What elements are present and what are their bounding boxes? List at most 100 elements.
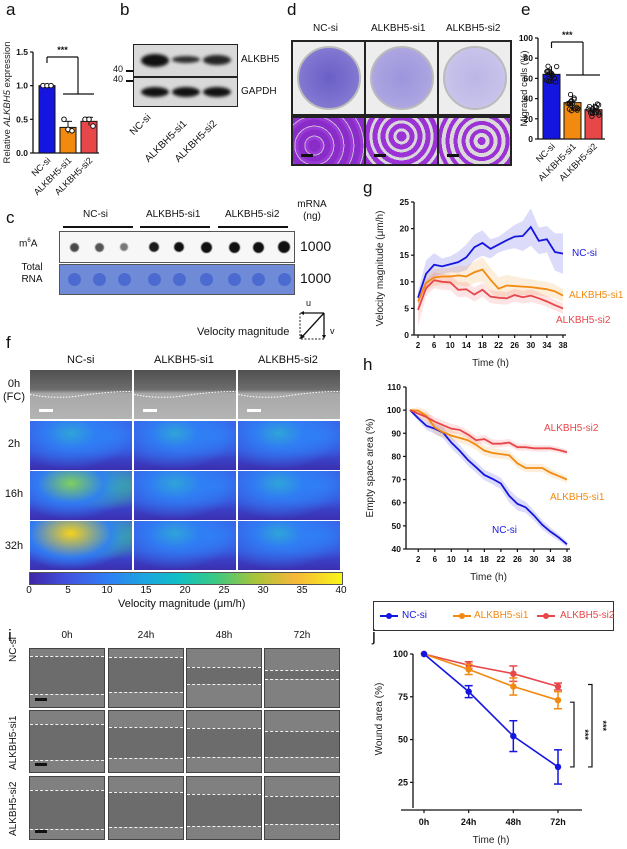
phase-contrast-image	[29, 369, 135, 420]
data-point	[510, 670, 517, 677]
m6a-dot	[252, 241, 264, 253]
x-tick-label: 0h	[419, 817, 430, 827]
rna-dot	[278, 273, 291, 286]
series-label: ALKBH5-si1	[550, 492, 605, 503]
data-point	[574, 107, 580, 113]
wound-edge-line	[187, 683, 261, 685]
data-point	[69, 127, 75, 134]
series-label: NC-si	[572, 248, 597, 259]
significance-label: ***	[598, 720, 608, 731]
wound-image	[264, 710, 340, 773]
wound-edge-line	[187, 794, 261, 796]
data-point	[545, 63, 551, 69]
y-tick-label: 5	[404, 303, 409, 313]
marker-label: 40	[113, 64, 124, 74]
row-label: 32h	[4, 540, 24, 552]
data-point	[510, 683, 517, 690]
y-tick-label: 60	[524, 73, 534, 83]
total-rna-line1: Total	[21, 262, 43, 273]
wound-gap	[30, 723, 104, 761]
colorbar-label: Velocity magnitude (μm/h)	[118, 598, 246, 610]
panel-label-b: b	[120, 0, 130, 19]
timepoint-label: 24h	[137, 630, 155, 641]
scale-bar	[35, 830, 47, 833]
rna-dot	[118, 273, 131, 286]
protein-label-alkbh5: ALKBH5	[241, 54, 280, 65]
wound-gap	[265, 730, 339, 757]
panel-label-d: d	[287, 0, 297, 19]
y-tick-label: 50	[398, 735, 408, 745]
row-label: 16h	[4, 488, 24, 500]
data-point	[569, 101, 576, 107]
blot-alkbh5	[133, 44, 238, 77]
x-tick-label: 22	[494, 341, 503, 350]
bar	[38, 85, 56, 154]
data-point	[86, 116, 92, 123]
column-header: NC-si	[67, 354, 95, 366]
row-label: 0h (FC)	[0, 378, 28, 404]
data-point	[574, 104, 580, 110]
group-bracket	[63, 226, 133, 228]
series-line	[423, 653, 559, 688]
wound-image	[108, 710, 184, 773]
significance-label: ***	[562, 30, 573, 40]
panel-label-g: g	[363, 178, 373, 197]
data-point	[568, 98, 575, 104]
y-tick-label: 0	[404, 330, 409, 340]
data-point	[465, 688, 472, 695]
data-point	[568, 108, 575, 114]
series-line	[409, 409, 568, 454]
x-tick-label: 34	[546, 555, 555, 564]
x-tick-label: 2	[416, 341, 421, 350]
rna-dot	[68, 273, 81, 286]
amount-label: 1000	[300, 270, 332, 286]
m6a-a: A	[30, 238, 38, 250]
wound-edge-line	[265, 679, 339, 680]
rna-dot	[228, 273, 241, 286]
row-label: 2h	[7, 438, 21, 450]
legend-label: ALKBH5-si1	[474, 610, 529, 621]
wound-image	[108, 648, 184, 708]
m6a-membrane	[59, 231, 295, 263]
column-header: ALKBH5-si1	[154, 354, 214, 366]
wound-gap	[30, 789, 104, 830]
panel-label-c: c	[6, 208, 15, 227]
data-point	[590, 105, 596, 112]
mrna-header-line2: (ng)	[303, 211, 321, 222]
legend-j: NC-si ALKBH5-si1 ALKBH5-si2	[373, 601, 614, 631]
wound-image	[29, 710, 105, 773]
y-tick-label: 110	[387, 382, 401, 392]
y-tick-label: 100	[387, 405, 401, 415]
colorbar	[29, 572, 343, 585]
wound-edge-line	[109, 692, 183, 694]
x-axis-label: Time (h)	[473, 835, 510, 846]
panel-label-j: j	[372, 626, 376, 645]
wound-gap	[109, 657, 183, 693]
confidence-band	[410, 408, 567, 456]
wound-edge-line	[265, 730, 339, 732]
wound-edge-line	[30, 789, 104, 791]
x-tick-label: 30	[529, 555, 538, 564]
velocity-map	[133, 470, 237, 521]
rna-dot	[252, 273, 265, 286]
series-label: ALKBH5-si2	[556, 315, 611, 326]
well-image	[437, 40, 512, 116]
colorbar-tick-label: 10	[101, 585, 113, 596]
group-bracket	[218, 226, 288, 228]
x-tick-label: 10	[447, 555, 456, 564]
wound-edge-line	[30, 656, 104, 658]
data-point	[546, 68, 552, 74]
wound-edge-line	[30, 694, 104, 695]
blot-band	[172, 87, 200, 97]
chart-h: Empty space area (%) Time (h) 40 50 60 70 80 90…	[365, 382, 605, 583]
wound-edge-line	[30, 723, 104, 725]
scale-bar	[35, 698, 47, 701]
rna-dot	[148, 273, 161, 286]
y-tick-label: 100	[519, 33, 533, 43]
x-tick-label: 2	[416, 555, 421, 564]
scale-bar	[374, 154, 386, 157]
x-tick-label: 24h	[461, 817, 477, 827]
series-label: ALKBH5-si2	[544, 423, 599, 434]
scale-bar	[247, 409, 261, 412]
scale-bar	[35, 763, 47, 766]
